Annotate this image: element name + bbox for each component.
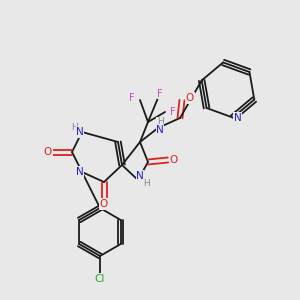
Text: N: N [234, 112, 242, 123]
Text: H: H [142, 178, 149, 188]
Text: F: F [170, 107, 176, 117]
Text: N: N [76, 127, 84, 137]
Text: F: F [129, 93, 135, 103]
Text: N: N [136, 171, 144, 181]
Text: O: O [100, 199, 108, 209]
Text: O: O [186, 93, 194, 103]
Text: Cl: Cl [95, 274, 105, 284]
Text: H: H [157, 118, 164, 127]
Text: N: N [156, 125, 164, 135]
Text: H: H [70, 124, 77, 133]
Text: O: O [170, 155, 178, 165]
Text: F: F [157, 89, 163, 99]
Text: N: N [76, 167, 84, 177]
Text: O: O [44, 147, 52, 157]
